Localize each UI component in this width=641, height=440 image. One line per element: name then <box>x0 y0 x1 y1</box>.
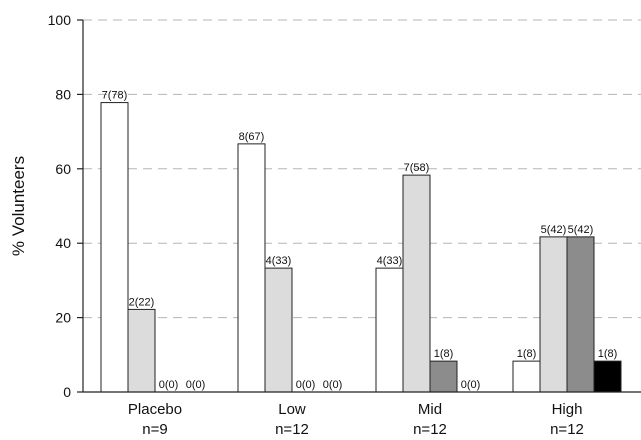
category-sublabel: n=12 <box>413 421 447 438</box>
data-label: 5(42) <box>541 224 567 236</box>
data-label: 1(8) <box>598 348 618 360</box>
data-label: 7(78) <box>102 90 128 102</box>
y-tick-label: 20 <box>55 310 71 326</box>
data-label: 8(67) <box>239 131 265 143</box>
category-labels: Placebo n=9 Low n=12 Mid n=12 High n=12 <box>128 401 584 438</box>
data-label: 0(0) <box>186 379 206 391</box>
y-tick-label: 0 <box>63 384 71 400</box>
category-label: Mid <box>418 401 442 418</box>
y-axis-title: % Volunteers <box>9 156 28 256</box>
category-sublabel: n=12 <box>550 421 584 438</box>
bar <box>100 102 129 393</box>
bar <box>237 143 266 393</box>
category-label: Low <box>278 401 306 418</box>
y-tick-label: 100 <box>48 12 72 28</box>
data-label: 1(8) <box>434 348 454 360</box>
data-label: 0(0) <box>159 379 179 391</box>
data-label: 5(42) <box>568 224 594 236</box>
bars <box>100 102 622 393</box>
data-label: 7(58) <box>404 162 430 174</box>
y-ticks: 0 20 40 60 80 100 <box>48 12 83 400</box>
bar <box>539 236 568 393</box>
axes <box>82 20 641 393</box>
bar <box>593 360 622 393</box>
data-label: 0(0) <box>461 379 481 391</box>
data-label: 0(0) <box>323 379 343 391</box>
data-label: 1(8) <box>517 348 537 360</box>
data-label: 0(0) <box>296 379 316 391</box>
bar <box>127 308 156 393</box>
data-label: 4(33) <box>377 255 403 267</box>
category-label: High <box>552 401 583 418</box>
category-label: Placebo <box>128 401 182 418</box>
bar <box>566 236 595 393</box>
y-tick-label: 40 <box>55 235 71 251</box>
category-sublabel: n=9 <box>142 421 167 438</box>
bar <box>429 360 458 393</box>
data-label: 2(22) <box>129 296 155 308</box>
data-labels: 7(78) 2(22) 0(0) 0(0) 8(67) 4(33) 0(0) 0(0) 4(33… <box>102 90 618 391</box>
bar <box>375 267 404 393</box>
data-label: 4(33) <box>266 255 292 267</box>
y-tick-label: 80 <box>55 86 71 102</box>
bar <box>264 267 293 393</box>
bar <box>512 360 541 393</box>
y-tick-label: 60 <box>55 161 71 177</box>
category-sublabel: n=12 <box>275 421 309 438</box>
bar <box>402 174 431 393</box>
